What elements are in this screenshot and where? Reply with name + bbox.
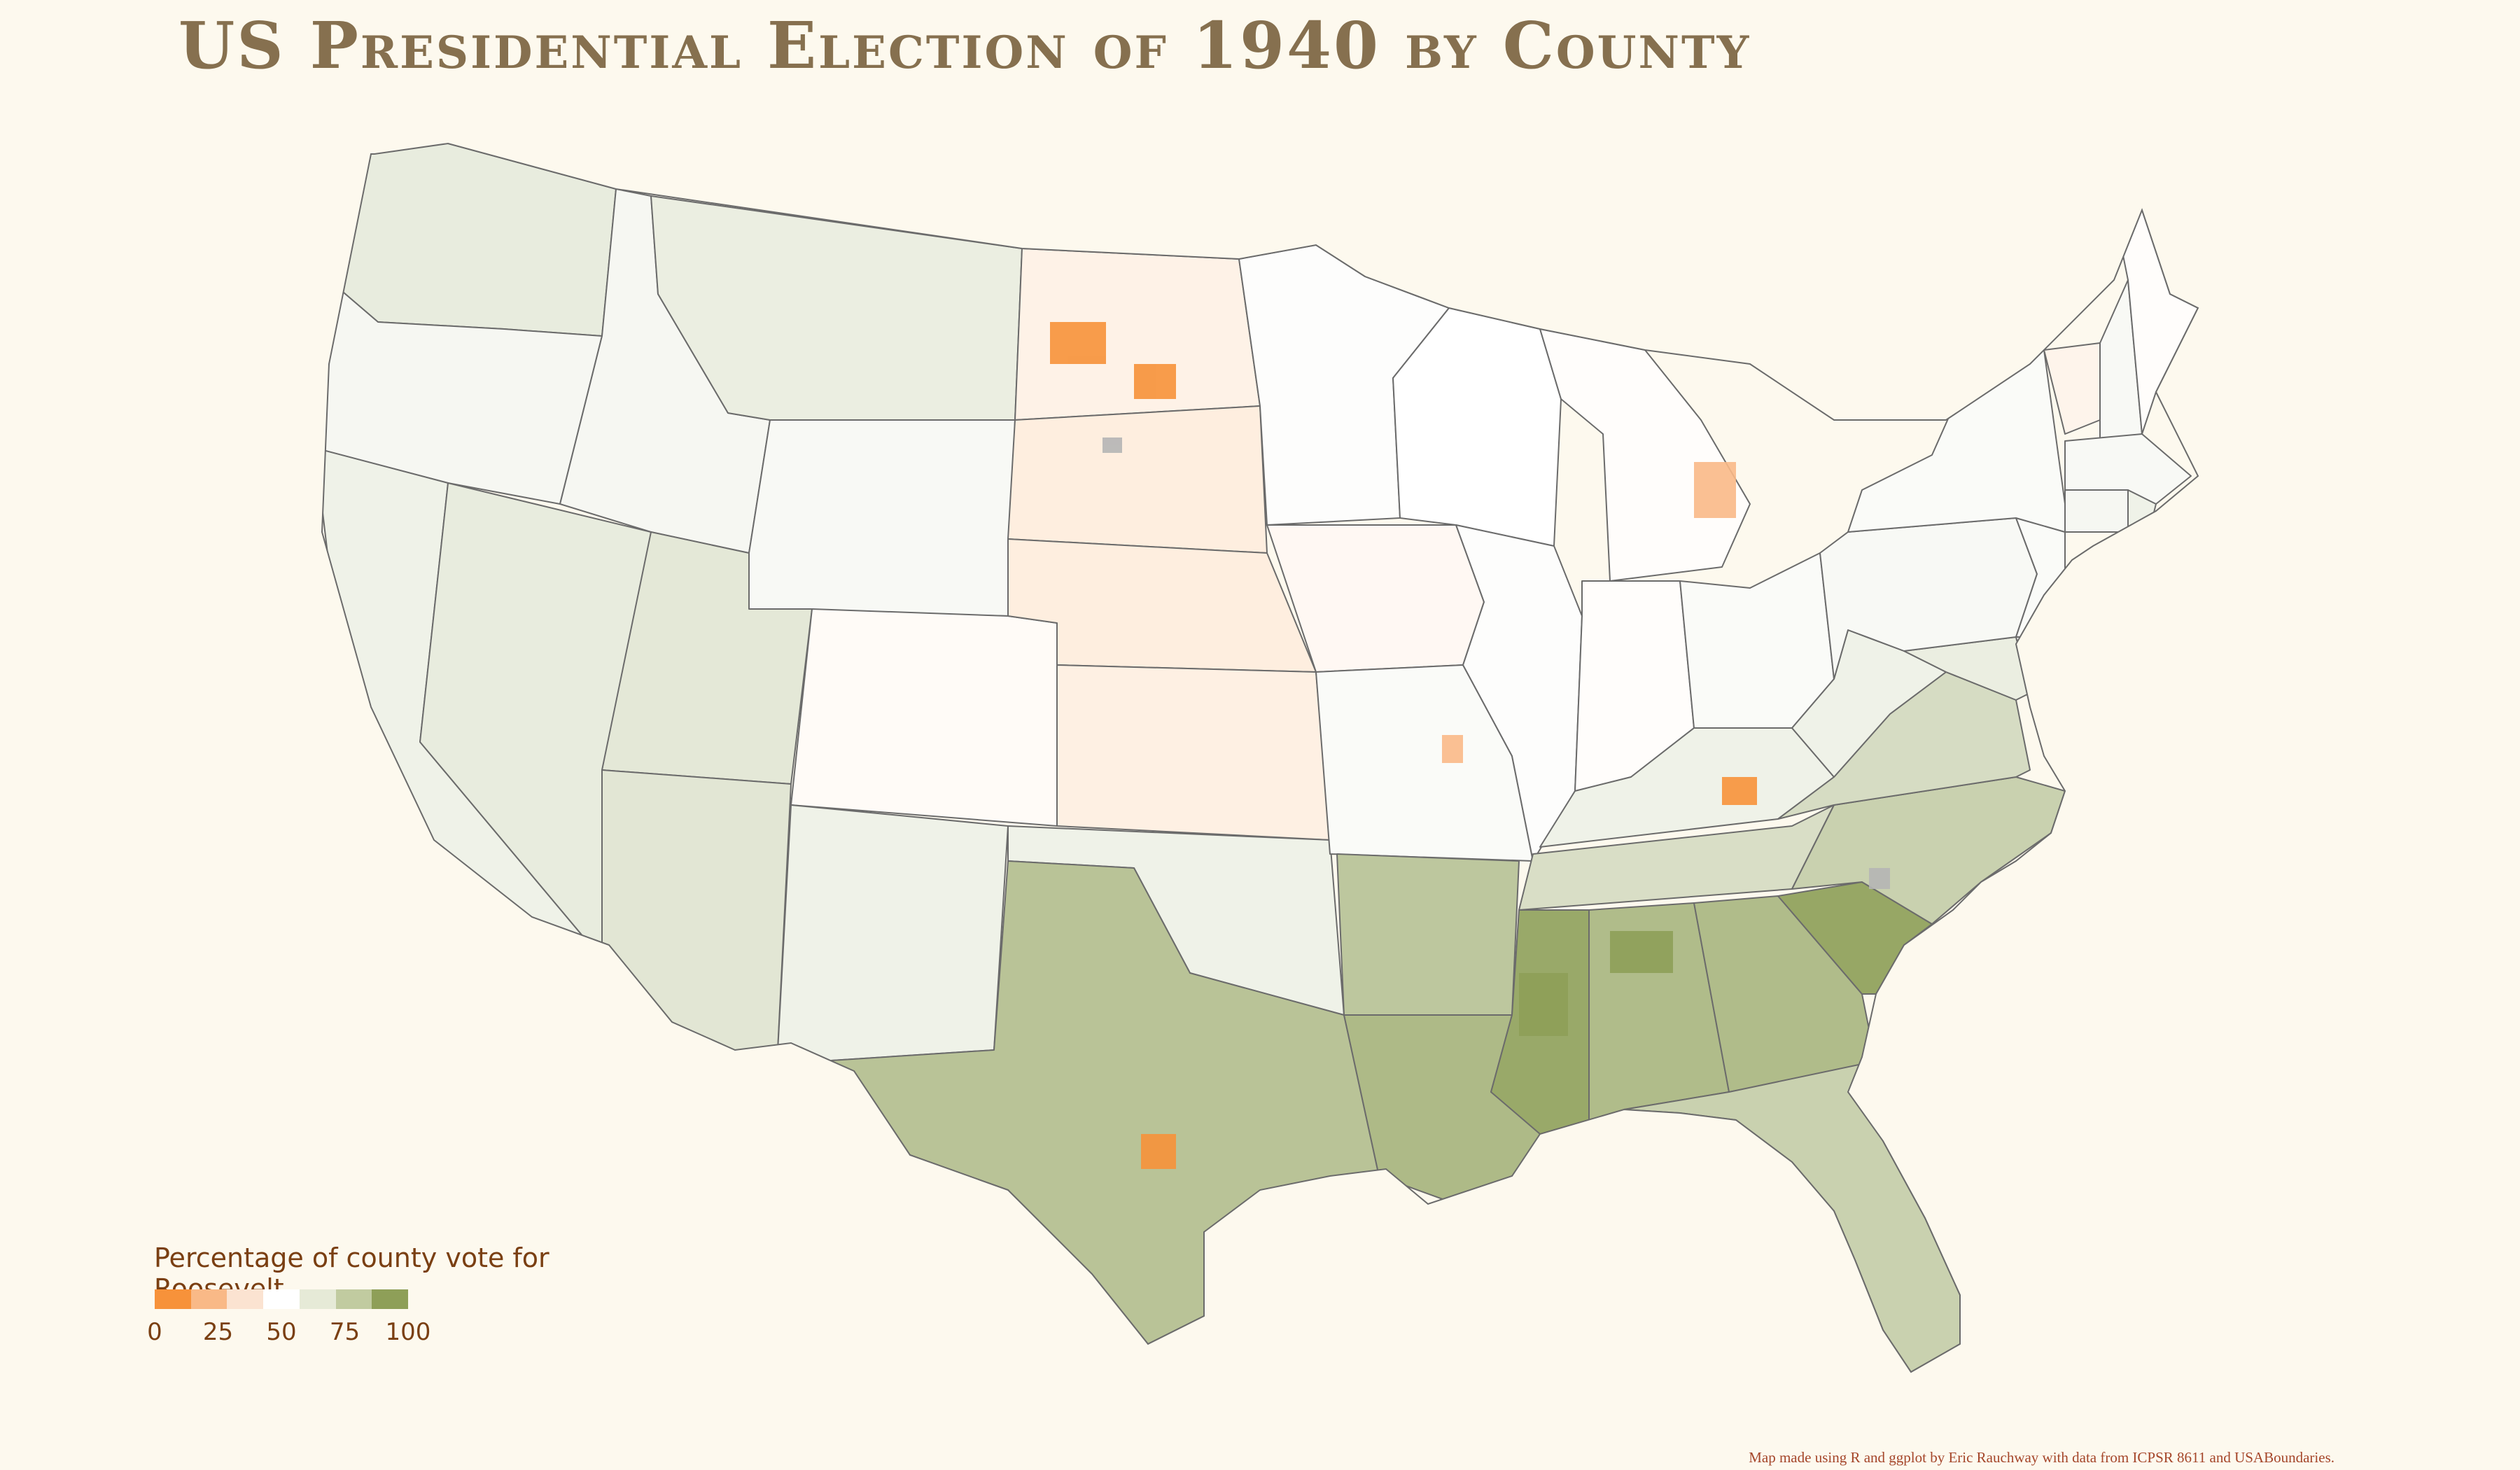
legend-tick-label: 0: [147, 1318, 162, 1346]
legend-tick-label: 25: [202, 1318, 234, 1346]
us-outline: [321, 142, 2199, 1373]
credit-text: Map made using R and ggplot by Eric Rauc…: [1749, 1449, 2334, 1466]
state-kansas: [1056, 664, 1331, 841]
state-wyoming: [748, 419, 1016, 617]
legend-swatch: [335, 1289, 372, 1309]
legend-color-bar: [155, 1289, 409, 1309]
state-ohio: [1679, 552, 1835, 729]
legend-swatch: [372, 1289, 409, 1309]
state-colorado: [790, 608, 1058, 827]
legend-swatch: [155, 1289, 191, 1309]
legend-swatch: [190, 1289, 227, 1309]
legend-tick-label: 50: [266, 1318, 297, 1346]
legend-ticks: 0 25 50 75 100: [144, 1318, 438, 1353]
county-highlights: [1050, 322, 1890, 1169]
state-new-york: [1847, 349, 2066, 533]
legend-swatch: [263, 1289, 300, 1309]
legend-tick-label: 100: [385, 1318, 431, 1346]
state-connecticut: [2064, 489, 2129, 533]
legend: Percentage of county vote for Roosevelt …: [144, 1236, 676, 1362]
state-michigan: [1539, 328, 1751, 582]
legend-tick-label: 75: [329, 1318, 360, 1346]
legend-swatch: [299, 1289, 336, 1309]
state-washington: [328, 144, 617, 337]
state-florida: [1623, 1063, 1961, 1372]
legend-swatch: [227, 1289, 264, 1309]
state-massachusetts: [2064, 433, 2192, 505]
map-title: US Presidential Election of 1940 by Coun…: [178, 8, 1751, 83]
state-arkansas: [1336, 853, 1520, 1016]
state-south-dakota: [1007, 405, 1268, 554]
state-new-mexico: [776, 804, 1009, 1065]
